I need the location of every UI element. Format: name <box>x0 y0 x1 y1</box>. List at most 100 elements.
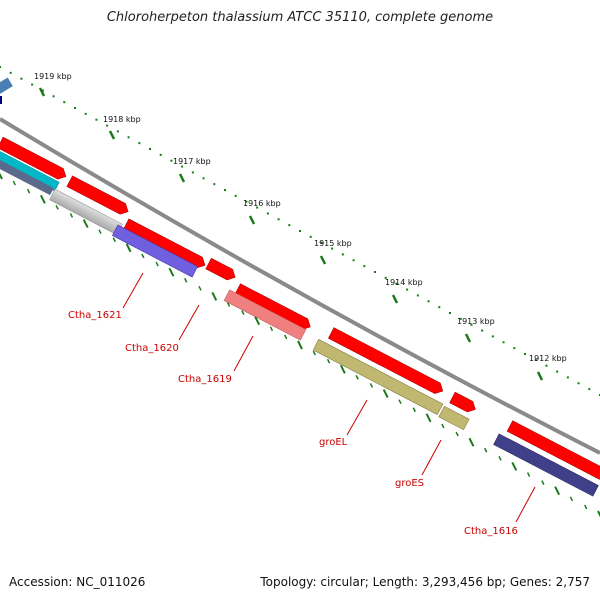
cds-arrow[interactable] <box>234 283 313 333</box>
tick-label: 1916 kbp <box>243 199 281 208</box>
inner-tick <box>597 510 600 518</box>
feature-bar-groES[interactable] <box>438 405 470 431</box>
tick-label: 1914 kbp <box>385 278 423 287</box>
scale-dot <box>245 200 248 203</box>
genome-backbone <box>0 117 600 455</box>
scale-dot <box>256 206 259 209</box>
feature-bar-Ctha_1619[interactable] <box>223 289 307 341</box>
scale-dot <box>363 265 366 268</box>
scale-dot <box>181 165 184 168</box>
inner-tick <box>82 219 89 229</box>
gene-label-Ctha_1619[interactable]: Ctha_1619 <box>178 374 232 385</box>
inner-tick <box>312 350 316 356</box>
scale-dot <box>84 112 87 115</box>
scale-dot <box>491 335 494 338</box>
scale-dot <box>95 118 98 121</box>
feature-bar-groEL[interactable] <box>312 339 444 415</box>
inner-tick <box>455 431 459 437</box>
inner-tick <box>269 326 274 332</box>
gene-label-groEL[interactable]: groEL <box>319 437 348 448</box>
tick-label: 1918 kbp <box>103 115 141 124</box>
scale-dot <box>470 323 473 326</box>
feature-bar-Ctha_1621[interactable] <box>111 224 199 278</box>
inner-tick <box>355 375 359 380</box>
scale-dot <box>545 364 548 367</box>
cds-arrow[interactable] <box>328 327 445 397</box>
scale-dot <box>127 136 130 139</box>
scale-dot <box>341 253 344 256</box>
tick-label: 1917 kbp <box>173 157 211 166</box>
scale-tick <box>536 371 544 381</box>
tick-label: 1915 kbp <box>314 239 352 248</box>
cds-arrow[interactable] <box>66 175 131 217</box>
inner-tick <box>69 213 74 218</box>
inner-tick <box>184 277 188 283</box>
scale-dot <box>202 177 205 180</box>
scale-dot <box>416 294 419 297</box>
scale-dot <box>20 77 23 80</box>
scale-dots <box>0 66 600 396</box>
scale-dot <box>9 71 12 74</box>
inner-tick <box>55 205 59 210</box>
inner-tick <box>584 504 588 510</box>
inner-tick <box>0 172 3 180</box>
inner-tick <box>198 285 202 291</box>
inner-tick <box>468 437 475 447</box>
inner-tick <box>26 188 31 194</box>
partial-feature-top-left[interactable] <box>0 77 13 103</box>
leader-line <box>346 399 368 436</box>
scale-dot <box>63 101 66 104</box>
cds-arrow[interactable] <box>205 257 238 282</box>
cds-arrow[interactable] <box>449 391 479 415</box>
scale-dot <box>459 317 462 320</box>
scale-dot <box>266 212 269 215</box>
scale-dot <box>31 83 34 86</box>
scale-dot <box>277 218 280 221</box>
gene-label-Ctha_1621[interactable]: Ctha_1621 <box>68 310 122 321</box>
inner-tick <box>554 486 561 496</box>
inner-tick <box>155 261 159 267</box>
inner-tick <box>284 334 288 340</box>
scale-dot <box>213 183 216 186</box>
scale-dot <box>556 370 559 373</box>
scale-tick <box>464 333 472 343</box>
inner-tick <box>441 423 445 429</box>
scale-dot <box>288 224 291 227</box>
scale-dot <box>577 382 580 385</box>
cds-arrow[interactable] <box>0 136 69 182</box>
cds-arrow[interactable] <box>506 420 600 482</box>
leader-line <box>178 304 200 341</box>
inner-tick <box>168 267 175 277</box>
inner-tick <box>484 447 488 453</box>
feature-bar-blue-grey[interactable] <box>0 154 54 196</box>
cds-arrow[interactable] <box>122 218 207 271</box>
scale-dot <box>374 271 376 273</box>
gene-label-Ctha_1616[interactable]: Ctha_1616 <box>464 526 518 537</box>
tick-label: 1919 kbp <box>34 72 72 81</box>
leader-line <box>421 439 442 476</box>
scale-dot <box>234 194 237 197</box>
scale-dot <box>159 153 162 156</box>
scale-dot <box>170 159 173 162</box>
scale-tick <box>108 130 116 140</box>
inner-tick <box>382 389 389 399</box>
feature-bar-Ctha_1616[interactable] <box>493 433 599 497</box>
scale-tick <box>248 215 256 225</box>
scale-dot <box>309 235 312 238</box>
scale-dot <box>406 288 409 291</box>
inner-tick <box>326 358 331 364</box>
map-title: Chloroherpeton thalassium ATCC 35110, co… <box>106 10 494 25</box>
scale-tick <box>38 87 46 97</box>
inner-tick <box>398 399 402 405</box>
inner-tick <box>569 496 574 502</box>
inner-tick <box>12 180 16 186</box>
scale-dot <box>513 347 516 350</box>
scale-dot <box>427 300 430 303</box>
gene-label-groES[interactable]: groES <box>395 478 424 489</box>
tick-label: 1913 kbp <box>457 317 495 326</box>
gene-label-Ctha_1620[interactable]: Ctha_1620 <box>125 343 179 354</box>
inner-tick <box>241 310 245 315</box>
scale-dot <box>138 142 141 145</box>
leader-line <box>233 335 254 372</box>
